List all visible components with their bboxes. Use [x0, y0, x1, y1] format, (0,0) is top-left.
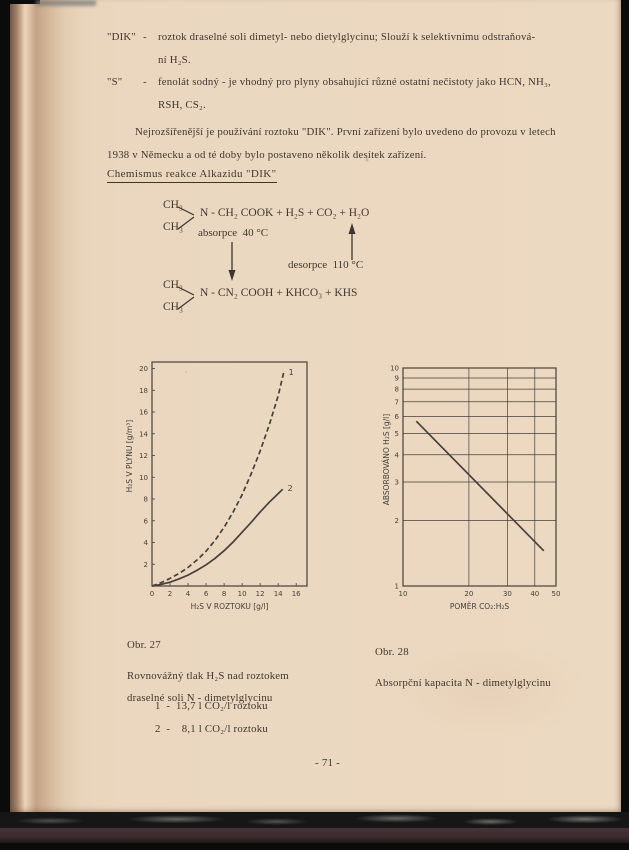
svg-text:10: 10 [139, 474, 148, 482]
svg-text:2: 2 [288, 484, 293, 493]
text-line: ní H₂S. [158, 53, 191, 66]
definition-body: fenolát sodný - je vhodný pro plyny obsa… [158, 71, 551, 116]
page-number: - 71 - [315, 757, 341, 769]
figure-number: Obr. 27 [127, 639, 161, 651]
svg-text:10: 10 [399, 590, 408, 598]
reaction-scheme: CH₃ CH₃ N - CH₂ COOK + H₂S + CO₂ + H₂O a… [130, 196, 475, 341]
definition-dik: "DIK" - roztok draselné soli dimetyl- ne… [107, 26, 612, 71]
svg-text:POMĚR CO₂:H₂S: POMĚR CO₂:H₂S [450, 602, 510, 611]
spacer [127, 657, 289, 665]
figure-28-caption: Obr. 28 Absorpční kapacita N - dimetylgl… [375, 641, 551, 694]
svg-text:16: 16 [139, 409, 148, 417]
amine-bracket-top-icon [177, 206, 195, 230]
svg-text:H₂S V ROZTOKU [g/l]: H₂S V ROZTOKU [g/l] [191, 602, 269, 611]
svg-text:H₂S V PLYNU [g/m³]: H₂S V PLYNU [g/m³] [125, 420, 134, 493]
svg-text:14: 14 [274, 590, 283, 598]
text-line: fenolát sodný - je vhodný pro plyny obsa… [158, 76, 551, 88]
svg-text:18: 18 [139, 387, 148, 395]
svg-text:40: 40 [530, 590, 539, 598]
svg-text:8: 8 [222, 590, 226, 598]
svg-text:8: 8 [144, 496, 148, 504]
svg-text:12: 12 [139, 452, 148, 460]
svg-text:30: 30 [503, 590, 512, 598]
reaction-formula-bottom: N - CN₂ COOH + KHCO₃ + KHS [200, 287, 358, 299]
amine-bracket-bottom-icon [177, 286, 195, 310]
svg-text:9: 9 [395, 374, 399, 382]
text-line: 1938 v Německu a od té doby bylo postave… [107, 148, 427, 161]
caption-line: Absorpční kapacita N - dimetylglycinu [375, 676, 551, 689]
svg-text:12: 12 [256, 590, 265, 598]
book-cover-marbled-edge [0, 812, 629, 828]
reaction-formula-top: N - CH₂ COOK + H₂S + CO₂ + H₂O [200, 207, 370, 219]
svg-text:8: 8 [395, 386, 399, 394]
svg-text:4: 4 [395, 451, 400, 459]
figure-27-caption: Obr. 27 Rovnovážný tlak H₂S nad roztokem… [127, 634, 289, 710]
svg-text:4: 4 [186, 590, 191, 598]
definition-term: "S" [107, 76, 123, 88]
text-line: roztok draselné soli dimetyl- nebo diety… [158, 31, 536, 43]
definition-dash: - [143, 31, 147, 43]
ch3-group: CH₃ [163, 279, 183, 291]
svg-text:10: 10 [390, 365, 399, 373]
reaction-bonds-and-arrows [177, 206, 356, 310]
figure-number: Obr. 28 [375, 646, 409, 658]
absorption-condition-label: absorpce 40 °C [198, 227, 269, 239]
svg-text:3: 3 [395, 478, 399, 486]
figure-27-legend: 1 - 13,7 l CO₂/l roztoku 2 - 8,1 l CO₂/l… [155, 695, 268, 740]
svg-text:4: 4 [144, 539, 149, 547]
desorption-arrow-up-icon [348, 223, 356, 260]
svg-text:6: 6 [204, 590, 209, 598]
svg-text:7: 7 [395, 398, 399, 406]
caption-line: draselné soli N - dimetylglycinu [127, 692, 273, 704]
section-heading: Chemismus reakce Alkazidu "DIK" [107, 168, 277, 183]
ch3-group: CH₃ [163, 199, 183, 211]
svg-text:2: 2 [144, 561, 148, 569]
desorption-condition-label: desorpce 110 °C [288, 259, 364, 271]
text-line: RSH, CS₂. [158, 98, 206, 111]
definition-term: "DIK" [107, 31, 137, 43]
scan-top-edge [0, 0, 40, 4]
intro-paragraph: Nejrozšířenější je používání roztoku "DI… [107, 121, 612, 166]
svg-text:1: 1 [289, 368, 294, 377]
svg-text:10: 10 [238, 590, 247, 598]
svg-text:14: 14 [139, 430, 148, 438]
caption-line: Rovnovážný tlak H₂S nad roztokem [127, 669, 289, 682]
definition-dash: - [143, 76, 147, 88]
svg-text:0: 0 [150, 590, 154, 598]
definition-s: "S" - fenolát sodný - je vhodný pro plyn… [107, 71, 612, 116]
svg-text:20: 20 [139, 365, 148, 373]
book-page: "DIK" - roztok draselné soli dimetyl- ne… [10, 0, 621, 812]
svg-text:5: 5 [395, 430, 399, 438]
svg-text:16: 16 [292, 590, 301, 598]
ch3-group: CH₃ [163, 301, 183, 313]
svg-text:1: 1 [395, 583, 399, 591]
absorption-arrow-down-icon [228, 242, 236, 281]
definition-body: roztok draselné soli dimetyl- nebo diety… [158, 26, 535, 71]
text-line: Nejrozšířenější je používání roztoku "DI… [135, 126, 556, 138]
ch3-group: CH₃ [163, 221, 183, 233]
svg-text:50: 50 [552, 590, 561, 598]
legend-line: 1 - 13,7 l CO₂/l roztoku [155, 700, 268, 712]
legend-line: 2 - 8,1 l CO₂/l roztoku [155, 722, 268, 735]
svg-text:20: 20 [464, 590, 473, 598]
svg-text:6: 6 [144, 517, 149, 525]
svg-text:2: 2 [168, 590, 172, 598]
svg-text:2: 2 [395, 517, 399, 525]
scan-top-shadow [36, 0, 96, 6]
svg-text:ABSORBOVÁNO H₂S [g/l]: ABSORBOVÁNO H₂S [g/l] [382, 414, 391, 506]
book-cover-edge [0, 828, 629, 843]
spacer [375, 664, 551, 672]
svg-text:6: 6 [395, 413, 400, 421]
